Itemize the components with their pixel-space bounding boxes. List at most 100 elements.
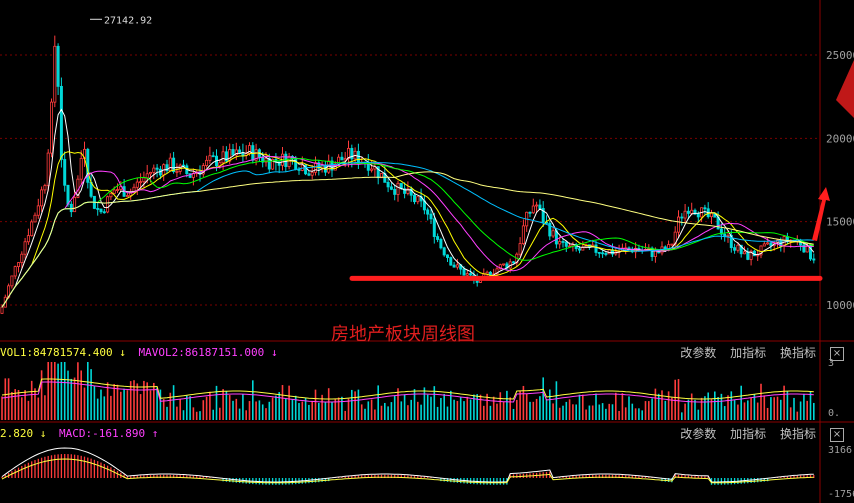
vol-change-indicator-button[interactable]: 换指标 bbox=[779, 346, 816, 360]
candle-body bbox=[376, 166, 380, 179]
candle-body bbox=[13, 266, 17, 277]
candle-body bbox=[541, 208, 545, 223]
candle-body bbox=[271, 158, 275, 170]
candle-body bbox=[86, 148, 90, 183]
candle-body bbox=[409, 188, 413, 196]
candle-body bbox=[116, 189, 120, 191]
edge-arrow-icon bbox=[836, 60, 854, 118]
candle-body bbox=[677, 216, 681, 233]
candle-body bbox=[59, 85, 63, 160]
macd-close-icon[interactable]: × bbox=[830, 428, 844, 442]
candle-body bbox=[680, 216, 684, 219]
candle-body bbox=[416, 196, 420, 203]
candle-body bbox=[601, 252, 605, 255]
candle-body bbox=[670, 243, 674, 246]
candle-body bbox=[535, 204, 539, 207]
macd-edit-params-button[interactable]: 改参数 bbox=[680, 427, 717, 441]
candle-body bbox=[564, 241, 568, 247]
candle-body bbox=[152, 167, 156, 173]
candle-body bbox=[650, 247, 654, 257]
candle-body bbox=[43, 185, 47, 191]
candle-body bbox=[46, 152, 50, 187]
ma20-line bbox=[1, 155, 814, 308]
candle-body bbox=[165, 164, 169, 171]
candle-body bbox=[379, 173, 383, 179]
candle-body bbox=[736, 244, 740, 251]
vol-close-icon[interactable]: × bbox=[830, 347, 844, 361]
candle-body bbox=[23, 241, 27, 255]
candle-body bbox=[429, 213, 433, 220]
candle-body bbox=[294, 157, 298, 170]
candle-body bbox=[317, 162, 321, 169]
candle-body bbox=[749, 250, 753, 260]
candle-body bbox=[426, 209, 430, 215]
candle-body bbox=[30, 221, 34, 237]
candle-body bbox=[66, 184, 70, 205]
candle-body bbox=[766, 242, 770, 245]
candle-body bbox=[703, 207, 707, 210]
candle-body bbox=[743, 251, 747, 255]
vol-ma2-line bbox=[1, 381, 814, 403]
candle-body bbox=[719, 228, 723, 235]
candle-body bbox=[340, 156, 344, 161]
candle-body bbox=[568, 245, 572, 248]
dif-arrow-icon: ↓ bbox=[39, 427, 47, 440]
dif-line bbox=[1, 447, 814, 483]
candle-body bbox=[578, 248, 582, 251]
candle-body bbox=[710, 212, 714, 218]
candle-body bbox=[188, 173, 192, 178]
candle-body bbox=[396, 182, 400, 195]
vol-edit-params-button[interactable]: 改参数 bbox=[680, 346, 717, 360]
candle-body bbox=[502, 263, 506, 266]
candle-body bbox=[26, 235, 30, 243]
candle-body bbox=[73, 197, 77, 213]
candle-body bbox=[264, 157, 268, 163]
candle-body bbox=[175, 171, 179, 173]
candle-body bbox=[221, 151, 225, 164]
candle-body bbox=[432, 218, 436, 237]
candle-body bbox=[350, 147, 354, 160]
panel-axis-label: 3 bbox=[828, 358, 834, 369]
candle-body bbox=[370, 168, 374, 171]
y-tick-label: 25000 bbox=[826, 49, 854, 62]
macd-panel-buttons: 改参数 加指标 换指标 bbox=[670, 424, 816, 444]
candle-body bbox=[234, 149, 238, 156]
candle-body bbox=[551, 230, 555, 237]
candle-body bbox=[139, 181, 143, 184]
candle-body bbox=[155, 167, 159, 170]
vol-ma1-line bbox=[1, 378, 814, 400]
candle-body bbox=[729, 235, 733, 249]
candle-body bbox=[812, 258, 816, 261]
candle-body bbox=[135, 181, 139, 188]
candle-body bbox=[307, 173, 311, 176]
candle-body bbox=[201, 165, 205, 175]
candle-body bbox=[469, 273, 473, 276]
candle-body bbox=[228, 149, 232, 162]
candle-body bbox=[512, 261, 516, 264]
candle-body bbox=[739, 244, 743, 255]
macd-arrow-icon: ↑ bbox=[151, 427, 159, 440]
candle-body bbox=[412, 194, 416, 203]
candle-body bbox=[254, 149, 258, 161]
macd-add-indicator-button[interactable]: 加指标 bbox=[730, 427, 767, 441]
macd-change-indicator-button[interactable]: 换指标 bbox=[779, 427, 816, 441]
candle-body bbox=[594, 244, 598, 253]
candle-body bbox=[36, 205, 40, 216]
panel-axis-label: 3166. bbox=[828, 445, 854, 456]
candle-body bbox=[125, 195, 129, 197]
candle-body bbox=[439, 239, 443, 249]
candle-body bbox=[33, 214, 37, 223]
candle-body bbox=[393, 188, 397, 195]
candle-body bbox=[436, 236, 440, 240]
vol-add-indicator-button[interactable]: 加指标 bbox=[730, 346, 767, 360]
candle-body bbox=[0, 306, 4, 314]
candle-body bbox=[449, 257, 453, 266]
candle-body bbox=[521, 225, 525, 245]
candle-body bbox=[343, 158, 347, 161]
candle-body bbox=[531, 205, 535, 214]
candle-body bbox=[99, 208, 103, 213]
candle-body bbox=[683, 210, 687, 219]
candle-body bbox=[452, 264, 456, 268]
candle-body bbox=[20, 253, 24, 264]
